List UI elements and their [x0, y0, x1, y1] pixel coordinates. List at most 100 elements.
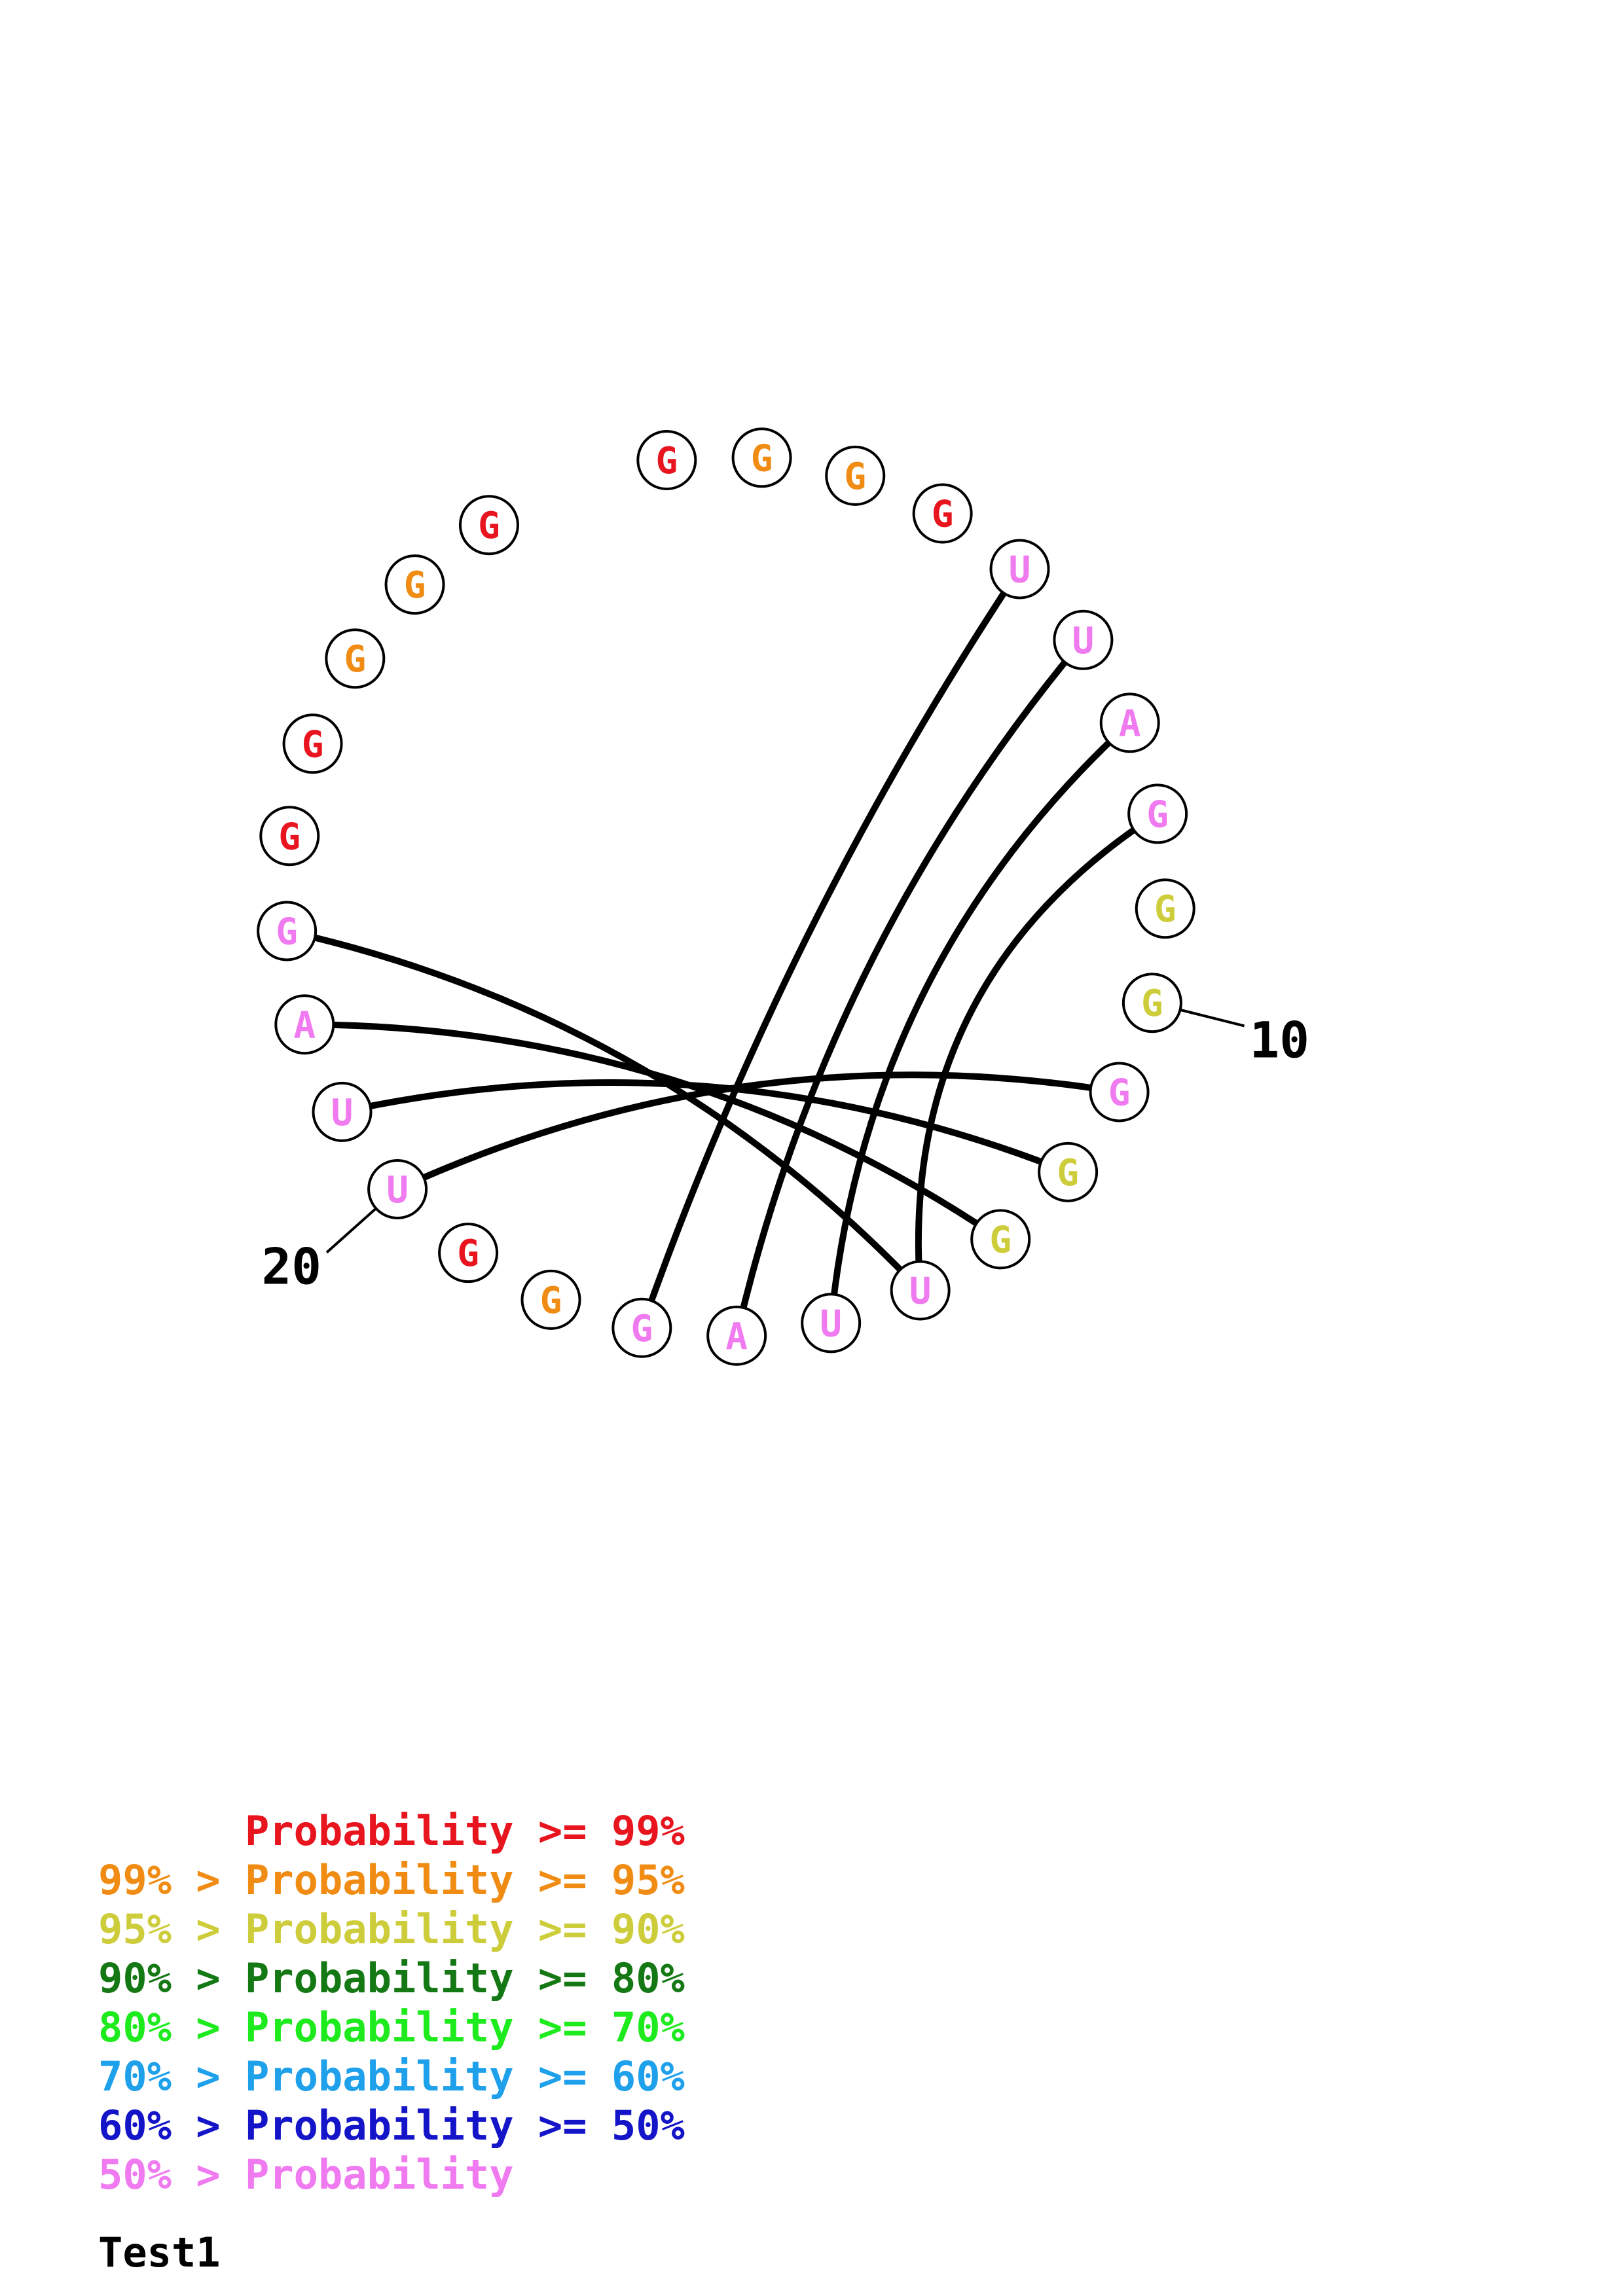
- legend-row-8: 50% > Probability: [98, 2151, 514, 2198]
- nucleotide-letter: G: [1154, 888, 1176, 931]
- nucleotide-circle: [384, 554, 445, 615]
- nucleotide-3: G: [825, 445, 886, 506]
- nucleotide-18: G: [520, 1269, 581, 1330]
- nucleotide-circle: [636, 430, 697, 491]
- base-pair-12-21: [341, 1079, 1069, 1175]
- nucleotide-13: G: [970, 1209, 1031, 1270]
- nucleotide-19: G: [438, 1223, 499, 1283]
- index-label-10: 10: [1250, 1011, 1310, 1069]
- base-pair-13-22: [304, 1021, 1003, 1242]
- nucleotide-letter: G: [302, 723, 324, 766]
- legend-row-5: 80% > Probability >= 70%: [98, 2003, 685, 2051]
- nucleotide-5: U: [989, 539, 1050, 600]
- nucleotide-16: A: [706, 1305, 767, 1366]
- nucleotide-letter: G: [344, 638, 366, 681]
- legend-row-4: 90% > Probability >= 80%: [98, 1954, 685, 2002]
- nucleotide-letter: G: [844, 456, 866, 498]
- nucleotide-circle: [1038, 1141, 1099, 1202]
- nucleotide-letter: G: [1108, 1072, 1131, 1115]
- nucleotide-circle: [1099, 692, 1160, 753]
- nucleotide-letter: G: [278, 816, 301, 858]
- tick-line-10: [1180, 1008, 1245, 1028]
- nucleotide-letter: G: [457, 1232, 479, 1275]
- nucleotide-circle: [367, 1158, 428, 1219]
- nucleotide-circle: [970, 1209, 1031, 1270]
- nucleotide-circle: [801, 1293, 862, 1354]
- nucleotide-letter: U: [820, 1302, 842, 1345]
- nucleotide-circle: [520, 1269, 581, 1330]
- base-pair-11-20: [396, 1071, 1120, 1193]
- nucleotide-27: G: [384, 554, 445, 615]
- nucleotide-11: G: [1089, 1062, 1150, 1122]
- nucleotide-letter: A: [725, 1316, 748, 1358]
- nucleotide-letter: U: [1009, 548, 1031, 591]
- nucleotide-circle: [259, 806, 320, 867]
- legend-row-7: 60% > Probability >= 50%: [98, 2102, 685, 2149]
- nucleotide-8: G: [1127, 783, 1188, 844]
- base-pair-14-23: [286, 927, 923, 1293]
- nucleotide-circle: [731, 427, 792, 488]
- structure-title: Test1: [98, 2229, 221, 2276]
- nucleotide-20: U: [367, 1158, 428, 1219]
- nucleotide-26: G: [325, 628, 386, 689]
- base-pair-8-14: [915, 811, 1159, 1291]
- nucleotide-24: G: [259, 806, 320, 867]
- nucleotide-letter: G: [404, 564, 426, 607]
- nucleotide-circle: [912, 483, 973, 544]
- nucleotide-letter: G: [478, 505, 500, 547]
- base-pair-arcs: [286, 567, 1159, 1336]
- nucleotide-circle: [890, 1260, 951, 1321]
- nucleotide-circle: [1135, 878, 1195, 939]
- nucleotide-letter: G: [540, 1280, 562, 1322]
- nucleotide-10: G: [1122, 973, 1182, 1033]
- nucleotide-14: U: [890, 1260, 951, 1321]
- legend-row-6: 70% > Probability >= 60%: [98, 2053, 685, 2100]
- legend-row-1: Probability >= 99%: [98, 1807, 685, 1855]
- nucleotide-letter: G: [1146, 793, 1169, 836]
- legend-row-3: 95% > Probability >= 90%: [98, 1905, 685, 1953]
- nucleotide-letter: A: [293, 1004, 316, 1047]
- nucleotide-circle: [1122, 973, 1182, 1033]
- nucleotide-letter: U: [909, 1270, 932, 1312]
- nucleotide-circle: [1053, 609, 1114, 670]
- tick-line-20: [325, 1207, 377, 1254]
- nucleotide-circle: [1089, 1062, 1150, 1122]
- nucleotide-letter: U: [331, 1092, 354, 1134]
- probability-legend: Probability >= 99% 99% > Probability >= 9…: [98, 1806, 685, 2199]
- nucleotide-circle: [312, 1081, 373, 1142]
- nucleotide-circle: [825, 445, 886, 506]
- nucleotide-letter: G: [932, 493, 954, 536]
- nucleotide-15: U: [801, 1293, 862, 1354]
- nucleotide-9: G: [1135, 878, 1195, 939]
- nucleotide-circle: [325, 628, 386, 689]
- nucleotide-letter: G: [655, 440, 678, 482]
- nucleotide-circle: [706, 1305, 767, 1366]
- nucleotide-22: A: [274, 994, 335, 1055]
- nucleotide-circle: [458, 495, 519, 556]
- nucleotide-circle: [989, 539, 1050, 600]
- base-pair-6-16: [733, 637, 1086, 1336]
- nucleotide-28: G: [458, 495, 519, 556]
- nucleotide-12: G: [1038, 1141, 1099, 1202]
- nucleotide-circle: [274, 994, 335, 1055]
- nucleotide-letter: U: [386, 1169, 409, 1211]
- nucleotide-letter: G: [1141, 982, 1163, 1025]
- base-pair-5-17: [638, 567, 1023, 1329]
- nucleotide-letter: G: [276, 911, 298, 954]
- nucleotide-7: A: [1099, 692, 1160, 753]
- nucleotide-2: G: [731, 427, 792, 488]
- nucleotide-circle: [257, 901, 318, 961]
- index-label-20: 20: [262, 1238, 322, 1296]
- nucleotide-21: U: [312, 1081, 373, 1142]
- nucleotide-25: G: [282, 713, 343, 774]
- nucleotide-17: G: [611, 1297, 672, 1358]
- nucleotide-letter: G: [630, 1308, 653, 1350]
- nucleotide-letter: U: [1072, 620, 1095, 662]
- index-ticks: 10 20: [262, 1008, 1310, 1296]
- nucleotide-6: U: [1053, 609, 1114, 670]
- nucleotide-circle: [438, 1223, 499, 1283]
- nucleotide-letter: G: [989, 1219, 1012, 1261]
- nucleotide-4: G: [912, 483, 973, 544]
